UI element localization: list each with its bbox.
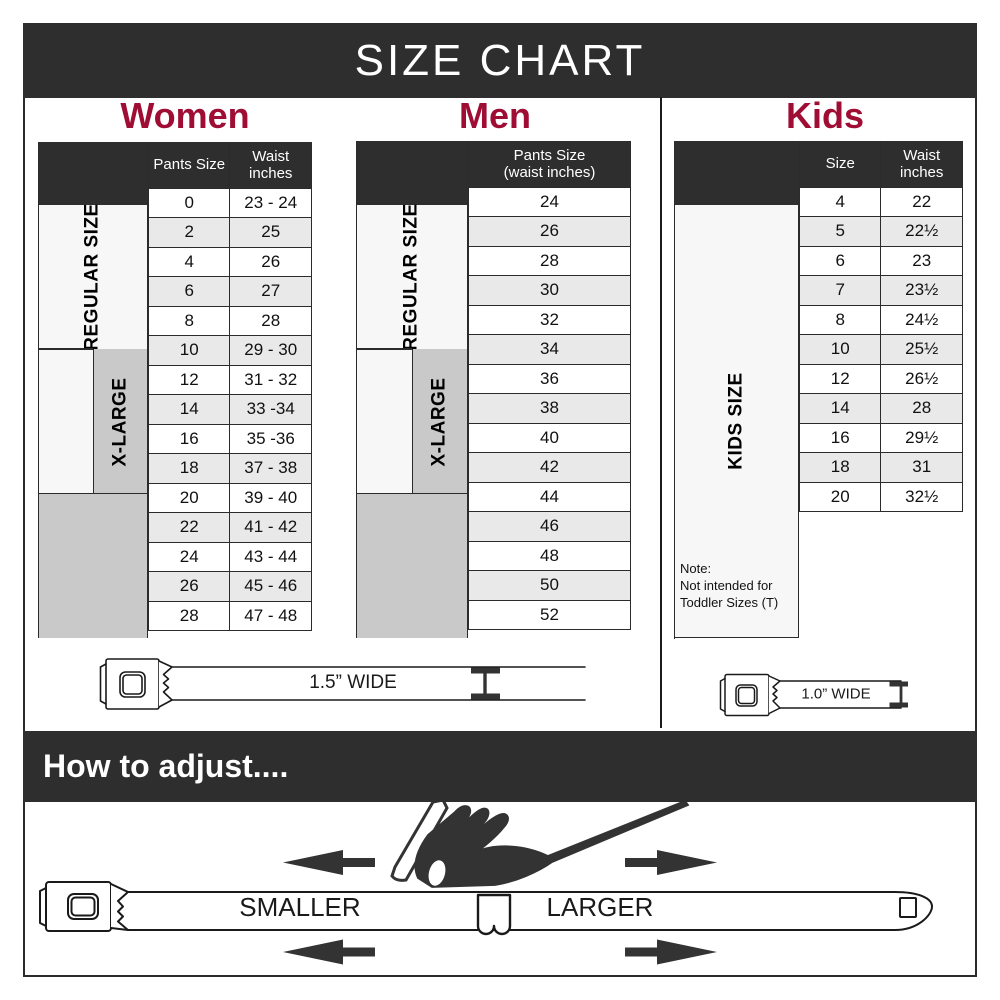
svg-text:LARGER: LARGER <box>547 892 654 922</box>
svg-text:1.0” WIDE: 1.0” WIDE <box>801 686 870 703</box>
svg-text:SMALLER: SMALLER <box>239 892 360 922</box>
